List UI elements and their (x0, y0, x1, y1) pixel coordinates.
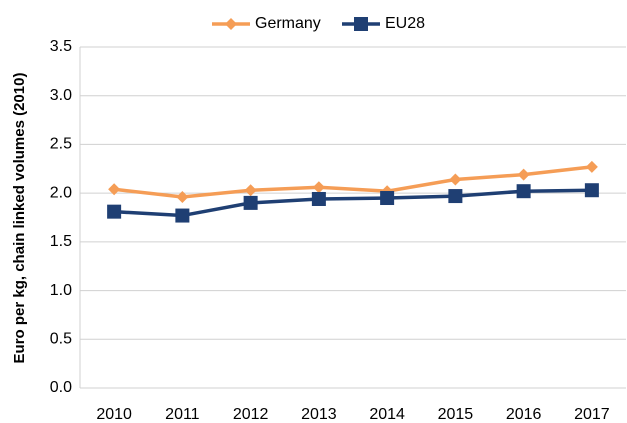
series-marker (380, 191, 395, 206)
series-marker (585, 160, 598, 173)
legend-label: EU28 (385, 15, 425, 32)
legend-label: Germany (255, 15, 321, 32)
y-tick-label: 3.0 (50, 87, 72, 104)
series-marker (584, 183, 599, 198)
x-tick-label: 2015 (438, 406, 474, 423)
series-marker (108, 183, 121, 196)
x-tick-label: 2016 (506, 406, 542, 423)
series-line (114, 188, 592, 218)
series-marker (244, 184, 257, 197)
series-line (113, 165, 593, 199)
y-tick-label: 2.5 (50, 136, 72, 153)
series-marker (516, 184, 531, 199)
series-marker (175, 208, 190, 223)
series-marker (517, 168, 530, 181)
x-tick-label: 2011 (165, 406, 200, 423)
x-tick-label: 2012 (233, 406, 269, 423)
series-marker (176, 191, 189, 204)
series-marker (312, 181, 325, 194)
series-marker (449, 173, 462, 186)
x-tick-label: 2017 (574, 406, 610, 423)
series-marker (448, 189, 463, 204)
series-marker (107, 204, 122, 219)
x-tick-label: 2014 (369, 406, 405, 423)
y-tick-label: 0.5 (50, 331, 72, 348)
x-tick-label: 2010 (96, 406, 132, 423)
series-marker (311, 191, 326, 206)
y-axis-label: Euro per kg, chain linked volumes (2010) (11, 73, 28, 364)
y-tick-label: 1.0 (50, 282, 72, 299)
y-tick-label: 3.5 (50, 38, 72, 55)
legend-marker (354, 17, 368, 31)
series-marker (243, 195, 258, 210)
x-tick-label: 2013 (301, 406, 337, 423)
y-tick-label: 0.0 (50, 379, 72, 396)
legend-marker (225, 18, 237, 30)
y-tick-label: 2.0 (50, 184, 72, 201)
y-tick-label: 1.5 (50, 233, 72, 250)
